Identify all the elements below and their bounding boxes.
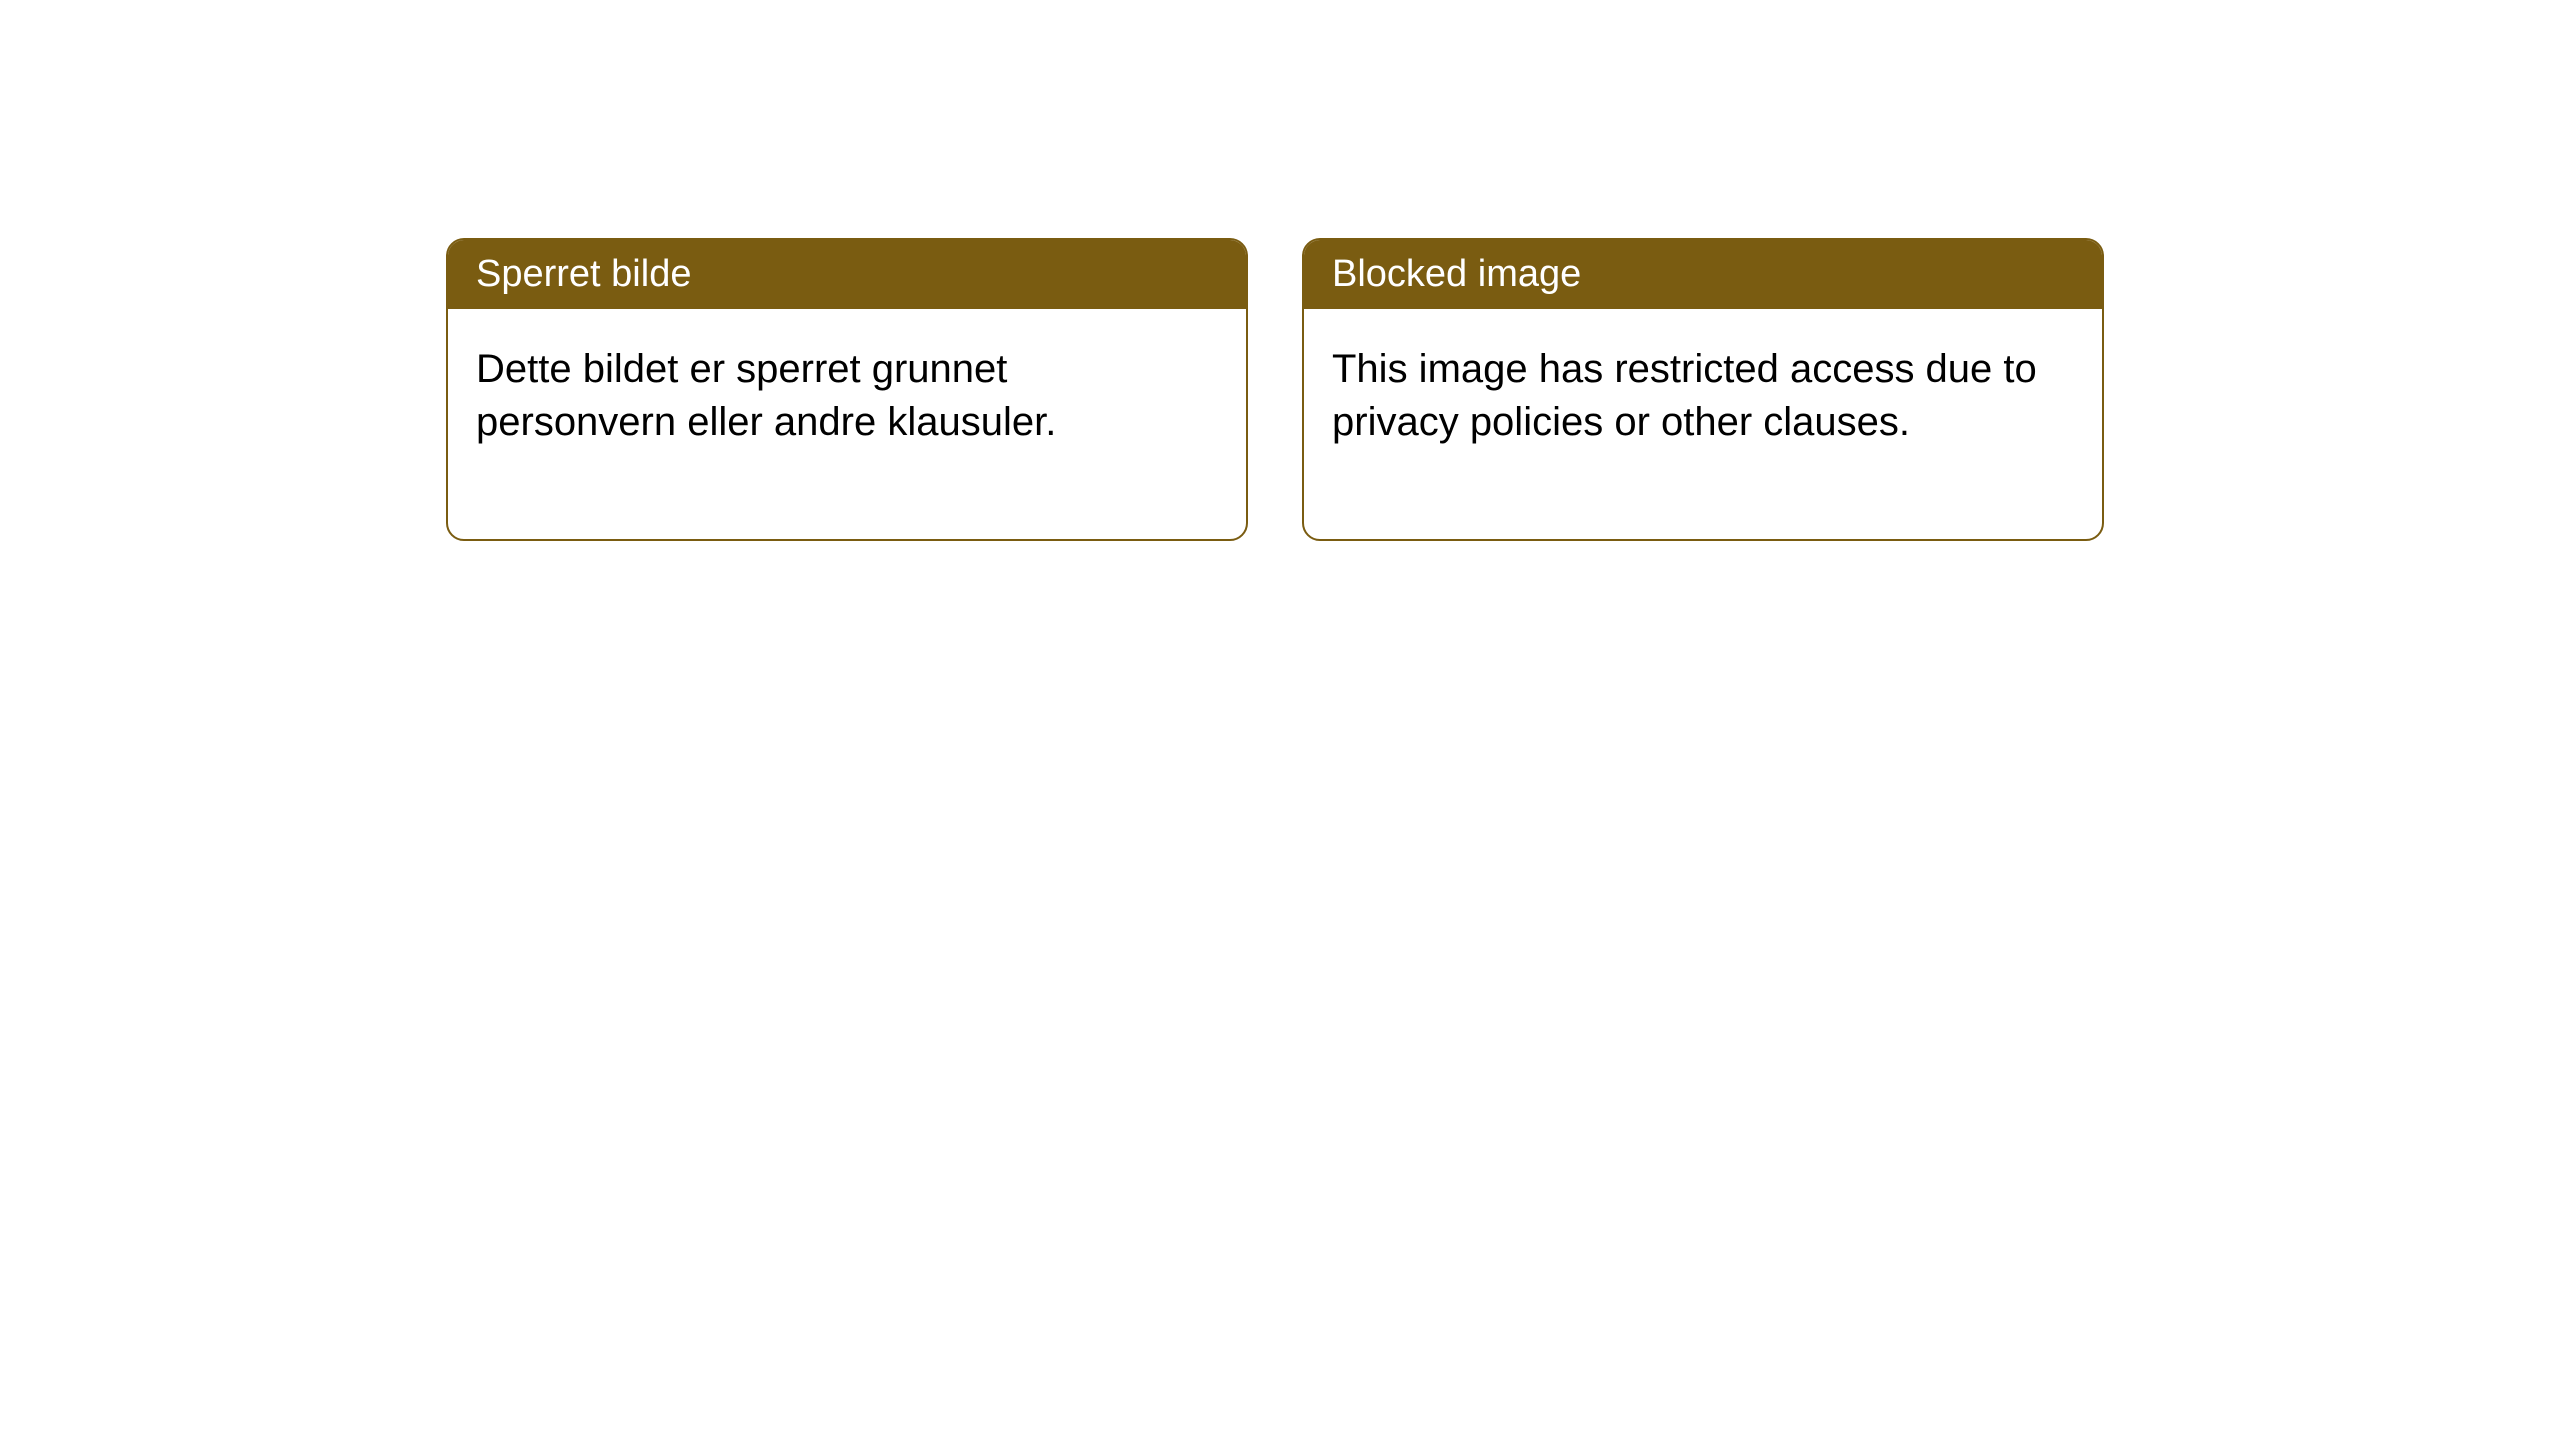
blocked-image-card-en: Blocked image This image has restricted … (1302, 238, 2104, 541)
card-body-no: Dette bildet er sperret grunnet personve… (448, 309, 1246, 539)
card-header-no: Sperret bilde (448, 240, 1246, 309)
card-body-en: This image has restricted access due to … (1304, 309, 2102, 539)
blocked-image-card-no: Sperret bilde Dette bildet er sperret gr… (446, 238, 1248, 541)
card-header-en: Blocked image (1304, 240, 2102, 309)
notice-cards-row: Sperret bilde Dette bildet er sperret gr… (0, 0, 2560, 541)
